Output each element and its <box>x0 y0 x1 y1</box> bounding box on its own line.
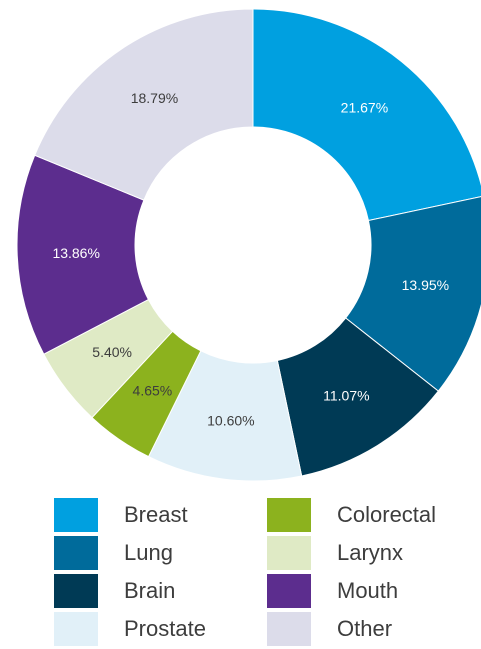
legend-item-breast: Breast <box>54 497 188 533</box>
slice-label-lung: 13.95% <box>402 277 449 293</box>
slice-label-mouth: 13.86% <box>52 245 99 261</box>
slice-label-other: 18.79% <box>131 90 178 106</box>
legend-label: Brain <box>124 578 176 603</box>
legend-item-brain: Brain <box>54 573 175 609</box>
slice-label-larynx: 5.40% <box>92 344 132 360</box>
legend-item-other: Other <box>267 611 392 647</box>
legend-swatch <box>267 498 311 532</box>
legend-label: Breast <box>124 502 188 527</box>
legend-item-prostate: Prostate <box>54 611 206 647</box>
legend: Breast Lung Brain Prostate Colorectal Larynx M… <box>54 497 474 647</box>
legend-label: Prostate <box>124 616 206 641</box>
legend-label: Lung <box>124 540 173 565</box>
legend-label: Larynx <box>337 540 404 565</box>
legend-item-larynx: Larynx <box>267 535 403 571</box>
legend-item-lung: Lung <box>54 535 173 571</box>
legend-label: Colorectal <box>337 502 437 527</box>
legend-swatch <box>54 498 98 532</box>
legend-swatch <box>54 574 98 608</box>
slice-lung <box>344 196 481 392</box>
donut-chart: 21.67% 13.95% 11.07% 10.60% 4.65% 5.40% 13.86%… <box>16 8 481 482</box>
slice-label-breast: 21.67% <box>341 99 388 115</box>
legend-swatch <box>54 612 98 646</box>
legend-item-mouth: Mouth <box>267 573 398 609</box>
legend-swatch <box>267 612 311 646</box>
legend-swatch <box>267 536 311 570</box>
slice-breast <box>252 8 481 222</box>
slice-label-colorectal: 4.65% <box>133 383 173 399</box>
slice-mouth <box>16 154 150 355</box>
slice-label-prostate: 10.60% <box>207 413 254 429</box>
legend-label: Mouth <box>337 578 399 603</box>
slice-label-brain: 11.07% <box>323 387 369 403</box>
slice-other <box>34 8 254 201</box>
legend-swatch <box>54 536 98 570</box>
legend-label: Other <box>337 616 393 641</box>
legend-swatch <box>267 574 311 608</box>
legend-item-colorectal: Colorectal <box>267 497 436 533</box>
